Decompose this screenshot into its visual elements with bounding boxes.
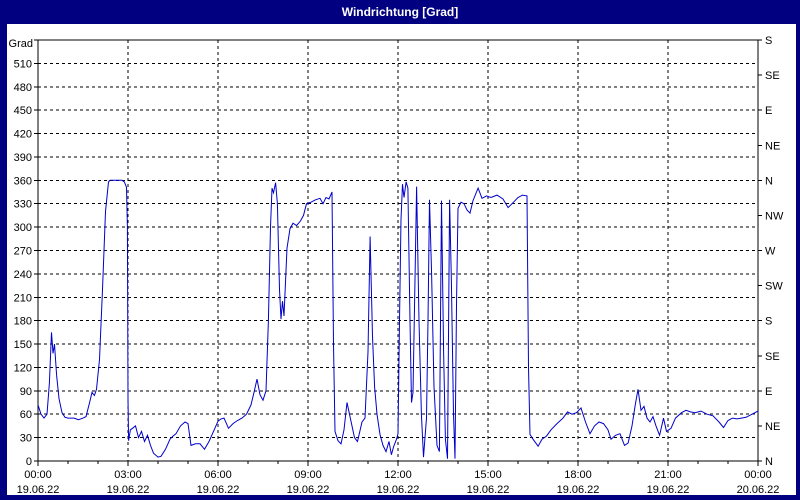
x-tick-time: 00:00 [24,469,52,481]
x-tick-date: 19.06.22 [17,484,60,495]
x-tick-time: 06:00 [204,469,232,481]
y-tick-label: 330 [14,199,32,211]
compass-tick-label: N [765,175,773,187]
data-line-windrichtung [37,179,759,459]
y-axis-title: Grad [9,38,33,50]
compass-tick-label: NE [765,421,780,433]
compass-tick-label: N [765,456,773,468]
compass-tick-label: SE [765,70,780,82]
x-axis: 00:00 19.06.22 03:00 19.06.22 06:00 19.06.22 0… [17,461,780,496]
y-tick-label: 180 [14,316,32,328]
y-tick-label: 300 [14,222,32,234]
x-tick-date: 19.06.22 [647,484,690,495]
wind-direction-chart: 0 30 60 90 120 150 180 210 240 270 300 330 360 390 420… [9,35,784,496]
y-tick-label: 30 [20,433,32,445]
y-tick-label: 240 [14,269,32,281]
compass-tick-label: S [765,316,772,328]
x-tick-time: 15:00 [474,469,502,481]
y-tick-label: 150 [14,339,32,351]
y-tick-label: 120 [14,362,32,374]
compass-tick-label: SE [765,351,780,363]
compass-tick-label: NW [765,210,784,222]
x-tick-date: 19.06.22 [107,484,150,495]
compass-tick-label: S [765,35,772,47]
x-tick-time: 03:00 [114,469,142,481]
y-tick-label: 60 [20,409,32,421]
compass-tick-label: NE [765,140,780,152]
y-tick-label: 360 [14,175,32,187]
y-tick-label: 480 [14,82,32,94]
y-tick-label: 420 [14,129,32,141]
x-tick-time: 21:00 [654,469,682,481]
x-tick-date: 19.06.22 [557,484,600,495]
compass-tick-label: E [765,105,772,117]
y-axis-left: 0 30 60 90 120 150 180 210 240 270 300 330 360 390 420… [9,38,38,468]
x-tick-date: 19.06.22 [377,484,420,495]
chart-area: 0 30 60 90 120 150 180 210 240 270 300 330 360 390 420… [7,24,796,496]
x-tick-time: 12:00 [384,469,412,481]
x-tick-time: 18:00 [564,469,592,481]
x-tick-date: 19.06.22 [197,484,240,495]
y-tick-label: 270 [14,246,32,258]
x-tick-date: 20.06.22 [737,484,780,495]
x-tick-date: 19.06.22 [467,484,510,495]
y-tick-label: 0 [26,456,32,468]
compass-tick-label: E [765,386,772,398]
y-tick-label: 510 [14,58,32,70]
compass-tick-label: SW [765,281,783,293]
x-tick-date: 19.06.22 [287,484,330,495]
y-tick-label: 210 [14,292,32,304]
x-tick-time: 09:00 [294,469,322,481]
y-tick-label: 390 [14,152,32,164]
y-tick-label: 90 [20,386,32,398]
title-bar: Windrichtung [Grad] [0,0,800,24]
chart-title: Windrichtung [Grad] [341,5,459,19]
compass-tick-label: W [765,246,776,258]
x-tick-time: 00:00 [744,469,772,481]
y-axis-right: N NE E SE S SW W NW N NE E SE S [758,35,784,468]
y-tick-label: 450 [14,105,32,117]
